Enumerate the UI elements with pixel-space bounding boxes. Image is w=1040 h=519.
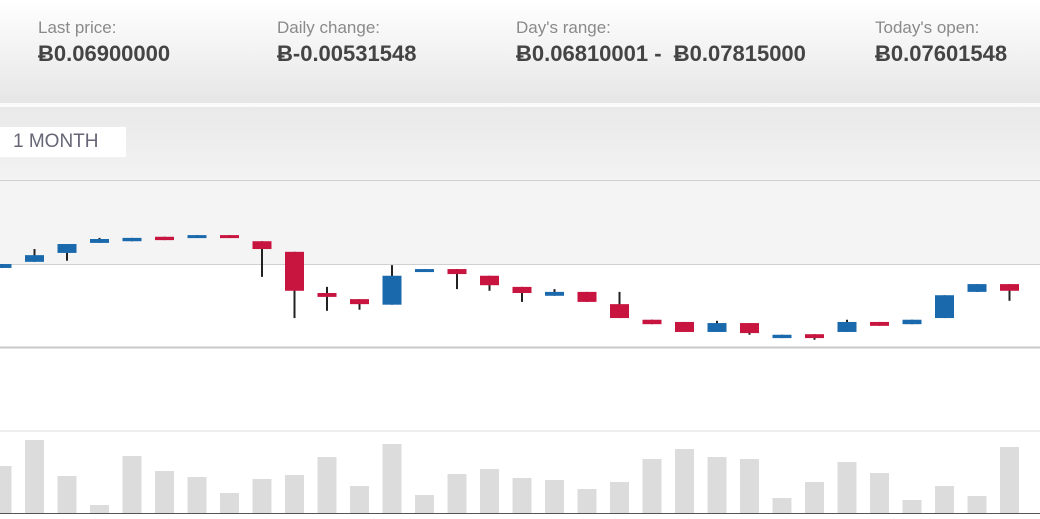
volume-bar <box>350 486 369 513</box>
volume-bar <box>480 469 499 513</box>
candle-body <box>642 319 662 325</box>
volume-bar <box>1000 447 1019 513</box>
candle-body <box>610 304 629 319</box>
volume-bar <box>220 493 239 513</box>
volume-bar <box>447 474 467 513</box>
header: Last price: Ƀ0.06900000 Daily change: Ƀ-0.… <box>0 0 1040 107</box>
stat: Day's range: Ƀ0.06810001 - Ƀ0.07815000 <box>516 18 806 67</box>
candle-body <box>57 244 77 253</box>
stat-value: Ƀ0.06810001 - Ƀ0.07815000 <box>516 41 806 66</box>
volume-bar <box>707 457 727 513</box>
volume-bar <box>155 471 174 513</box>
candle-body <box>512 286 532 294</box>
candle-body <box>870 321 889 326</box>
stat-value: Ƀ0.06900000 <box>38 41 171 66</box>
candle-body <box>155 236 174 241</box>
volume-bar <box>805 482 824 513</box>
stat-value: Ƀ0.07601548 <box>875 41 1008 66</box>
candle-body <box>382 275 402 305</box>
candle-body <box>480 275 499 286</box>
stat-label: Daily change: <box>277 18 381 37</box>
candle-body <box>122 237 142 242</box>
volume-bar <box>935 486 954 513</box>
volume-bar <box>382 444 402 513</box>
candle-body <box>447 269 467 275</box>
candle-body <box>1000 284 1019 291</box>
candle-body <box>187 235 207 239</box>
chart-background <box>0 180 1040 264</box>
volume-bar <box>415 495 434 513</box>
stat: Today's open: Ƀ0.07601548 <box>875 18 1007 67</box>
stat-label: Today's open: <box>875 18 980 37</box>
candle-body <box>837 321 857 332</box>
volume-bar <box>740 459 759 513</box>
candle-body <box>577 291 597 302</box>
volume-bar <box>545 480 564 513</box>
stat: Last price: Ƀ0.06900000 <box>38 18 170 67</box>
volume-bar <box>57 476 77 513</box>
candle-body <box>935 295 954 319</box>
volume-bar <box>577 489 597 513</box>
volume-bar <box>870 473 889 513</box>
candle-body <box>415 269 434 273</box>
volume-bar <box>25 440 44 513</box>
toolbar: 1 MONTH <box>0 107 1040 180</box>
volume-bar <box>772 498 792 513</box>
volume-bar <box>610 482 629 513</box>
candle-body <box>805 334 824 339</box>
range-button[interactable]: 1 MONTH <box>0 127 126 157</box>
candle-body <box>967 284 987 292</box>
candle-body <box>902 319 922 325</box>
volume-bar <box>317 457 337 513</box>
volume-bar <box>675 449 694 513</box>
candle-body <box>350 299 369 305</box>
candle-body <box>220 235 239 239</box>
candle-body <box>707 323 727 332</box>
volume-bar <box>187 477 207 513</box>
stat-label: Last price: <box>38 18 117 37</box>
candle-body <box>772 334 792 339</box>
volume-bar <box>967 496 987 513</box>
candle-body <box>25 255 44 262</box>
volume-bar <box>512 478 532 513</box>
candle-body <box>285 251 304 291</box>
volume-bar <box>837 462 857 513</box>
candle-body <box>740 323 759 334</box>
candle-body <box>317 293 337 297</box>
volume-bar <box>122 456 142 513</box>
candle-body <box>90 239 109 243</box>
volume-bar <box>252 479 272 513</box>
candle-body <box>545 291 564 296</box>
stat: Daily change: Ƀ-0.00531548 <box>277 18 416 67</box>
volume-bar <box>285 475 304 513</box>
stat-label: Day's range: <box>516 18 611 37</box>
stat-value: Ƀ-0.00531548 <box>277 41 417 66</box>
volume-bar <box>0 466 12 513</box>
volume-bar <box>902 500 922 513</box>
volume-bar <box>90 505 109 513</box>
volume-bar <box>642 459 662 513</box>
candle-body <box>252 241 272 250</box>
candle-body <box>675 321 694 332</box>
candle-body <box>0 264 12 268</box>
